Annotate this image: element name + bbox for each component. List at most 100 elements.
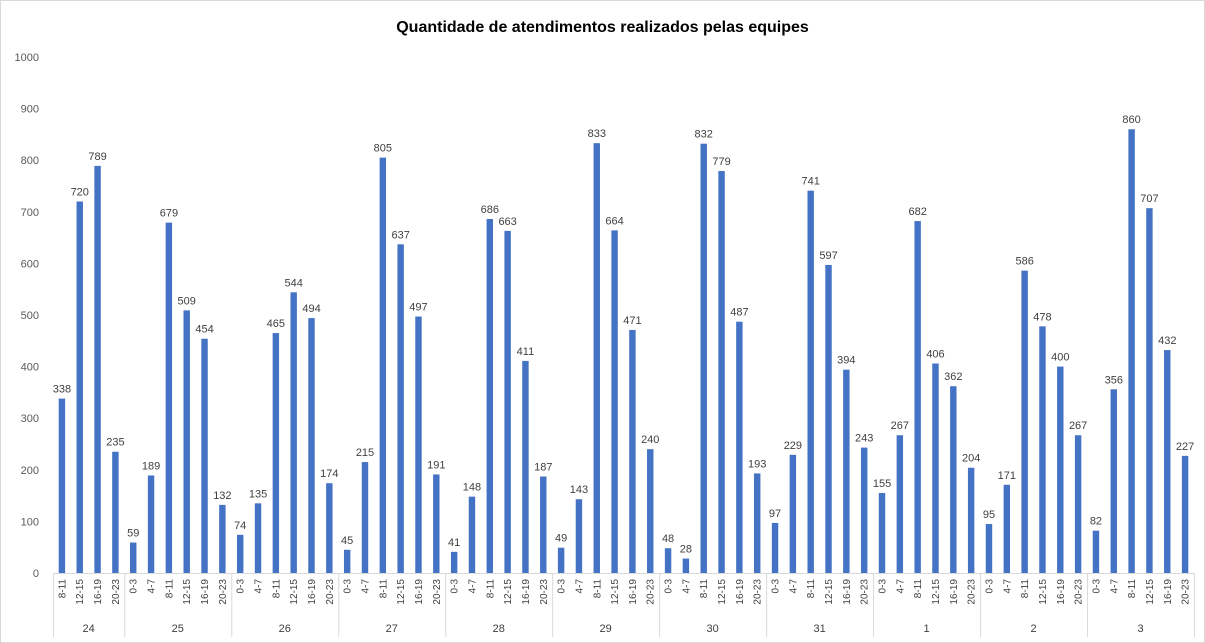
data-label: 394: [837, 355, 855, 367]
data-label: 48: [662, 533, 674, 545]
data-label: 789: [88, 151, 106, 163]
data-label: 779: [712, 156, 730, 168]
data-label: 494: [302, 303, 320, 315]
group-label: 1: [924, 623, 930, 635]
category-tick-label: 4-7: [360, 579, 371, 594]
category-tick-label: 16-19: [628, 579, 639, 605]
category-tick-label: 16-19: [200, 579, 211, 605]
data-label: 243: [855, 433, 873, 445]
bar: [736, 321, 743, 573]
category-tick-label: 20-23: [325, 579, 336, 605]
group-label: 2: [1030, 623, 1036, 635]
data-label: 28: [680, 544, 692, 556]
bar: [878, 493, 886, 573]
group-label: 30: [707, 623, 719, 635]
bar: [575, 499, 583, 573]
category-tick-label: 4-7: [1109, 579, 1120, 594]
data-label: 509: [178, 295, 196, 307]
bar: [647, 449, 654, 573]
category-tick-label: 20-23: [1181, 579, 1192, 605]
data-label: 191: [427, 459, 445, 471]
data-label: 411: [517, 346, 535, 358]
bar: [272, 333, 280, 573]
category-tick-label: 16-19: [949, 579, 960, 605]
bar: [950, 386, 957, 573]
bar: [361, 462, 369, 573]
y-tick-label: 400: [21, 362, 39, 374]
data-label: 487: [730, 307, 748, 319]
category-tick-label: 0-3: [878, 579, 889, 594]
bar: [236, 534, 244, 573]
category-tick-label: 16-19: [842, 579, 853, 605]
bar: [254, 503, 262, 573]
data-label: 41: [448, 537, 460, 549]
category-tick-label: 16-19: [93, 579, 104, 605]
data-label: 741: [802, 176, 820, 188]
data-label: 805: [374, 143, 392, 155]
category-tick-label: 8-11: [1020, 579, 1031, 599]
group-label: 28: [493, 623, 505, 635]
data-label: 682: [908, 206, 926, 218]
data-label: 240: [641, 434, 659, 446]
group-label: 27: [386, 623, 398, 635]
bar: [290, 292, 297, 573]
category-tick-label: 8-11: [699, 579, 710, 599]
data-label: 686: [481, 204, 499, 216]
category-tick-label: 12-15: [1038, 579, 1049, 605]
data-label: 664: [605, 215, 623, 227]
bar: [629, 329, 636, 573]
data-label: 267: [1069, 420, 1087, 432]
category-tick-label: 20-23: [1074, 579, 1085, 605]
bar: [415, 316, 422, 573]
bar: [112, 451, 119, 573]
category-tick-label: 4-7: [254, 579, 265, 594]
bar: [664, 548, 672, 573]
y-tick-label: 900: [21, 104, 39, 116]
group-label: 31: [813, 623, 825, 635]
category-tick-label: 0-3: [236, 579, 247, 594]
category-tick-label: 4-7: [467, 579, 478, 594]
bar: [219, 504, 226, 573]
bar: [593, 143, 600, 573]
data-label: 338: [53, 384, 71, 396]
category-tick-label: 0-3: [450, 579, 461, 594]
category-tick-label: 8-11: [485, 579, 496, 599]
data-label: 97: [769, 508, 781, 520]
bar: [540, 476, 547, 573]
data-label: 95: [983, 509, 995, 521]
category-tick-label: 0-3: [129, 579, 140, 594]
data-label: 497: [409, 302, 427, 314]
category-tick-label: 20-23: [753, 579, 764, 605]
y-tick-label: 100: [21, 516, 39, 528]
category-tick-label: 8-11: [164, 579, 175, 599]
bar: [682, 558, 690, 573]
data-label: 187: [534, 462, 552, 474]
data-label: 471: [623, 315, 641, 327]
category-tick-label: 12-15: [182, 579, 193, 605]
bar: [1074, 435, 1082, 573]
bar: [914, 221, 921, 573]
bar: [700, 143, 707, 574]
bar: [860, 447, 868, 573]
data-label: 135: [249, 488, 267, 500]
bar: [1181, 455, 1189, 573]
y-tick-label: 600: [21, 258, 39, 270]
data-label: 362: [944, 371, 962, 383]
category-tick-label: 12-15: [824, 579, 835, 605]
data-label: 155: [873, 478, 891, 490]
y-tick-label: 300: [21, 413, 39, 425]
bar: [771, 522, 779, 573]
bar: [522, 360, 529, 573]
data-label: 833: [588, 128, 606, 140]
bar: [932, 363, 939, 573]
bar: [896, 435, 904, 573]
data-label: 143: [570, 484, 588, 496]
bar: [201, 338, 208, 573]
category-tick-label: 12-15: [396, 579, 407, 605]
data-label: 229: [784, 440, 802, 452]
bar: [58, 398, 66, 573]
y-tick-label: 0: [33, 568, 39, 580]
category-tick-label: 12-15: [75, 579, 86, 605]
